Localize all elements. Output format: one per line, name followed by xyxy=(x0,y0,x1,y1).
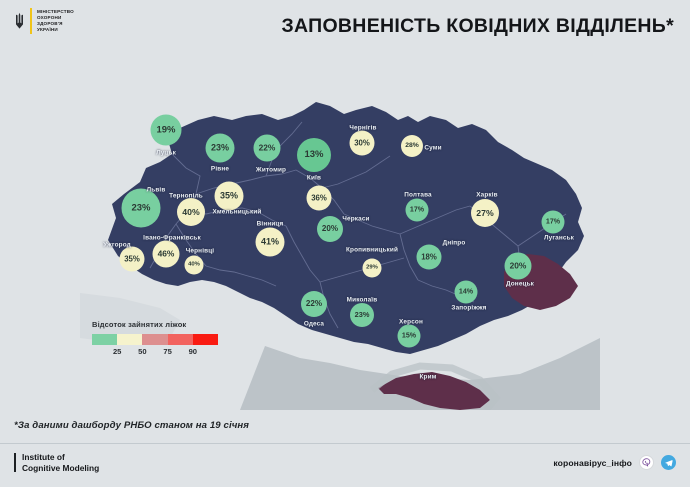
region-label-crimea: Крим xyxy=(419,373,437,381)
logo-accent-bar xyxy=(30,8,32,34)
region-label: Чернівці xyxy=(185,247,215,255)
brand-line-1: Institute of xyxy=(22,452,65,462)
legend-tick-25: 25 xyxy=(112,347,122,356)
region-label: Вінниця xyxy=(256,220,284,228)
legend-swatch-4 xyxy=(192,334,219,345)
region-bubble[interactable]: 19% xyxy=(150,114,182,146)
legend-tick-75: 75 xyxy=(163,347,172,356)
region-bubble[interactable]: 22% xyxy=(253,134,281,162)
region-label: Рівне xyxy=(210,165,230,173)
region-bubble[interactable]: 41% xyxy=(255,227,285,257)
region-label: Запоріжжя xyxy=(451,304,487,312)
legend-swatch-2 xyxy=(142,334,168,345)
social-handle: коронавірус_інфо xyxy=(553,457,632,468)
region-bubble[interactable]: 30% xyxy=(349,130,375,156)
footnote: *За даними дашборду РНБО станом на 19 сі… xyxy=(14,420,250,431)
region-label: Донецьк xyxy=(505,280,535,288)
region-bubble[interactable]: 36% xyxy=(306,185,332,211)
region-label: Полтава xyxy=(404,191,432,199)
logo-line-3: ЗДОРОВ'Я xyxy=(37,21,63,26)
legend-title: Відсоток зайнятих ліжок xyxy=(92,320,187,329)
footer-divider xyxy=(0,443,690,444)
region-label: Херсон xyxy=(399,318,423,326)
region-bubble[interactable]: 27% xyxy=(471,199,499,227)
sea-layer xyxy=(80,293,600,410)
logo-line-2: ОХОРОНИ xyxy=(37,14,62,20)
region-label: Харків xyxy=(476,191,498,199)
region-bubble[interactable]: 13% xyxy=(297,138,331,172)
social-links: коронавірус_інфо xyxy=(553,455,676,470)
ministry-logo: МІНІСТЕРСТВО ОХОРОНИ ЗДОРОВ'Я УКРАЇНИ xyxy=(14,8,74,34)
legend-tick-90: 90 xyxy=(188,347,198,356)
region-bubble[interactable]: 20% xyxy=(504,252,532,280)
ministry-logo-text: МІНІСТЕРСТВО ОХОРОНИ ЗДОРОВ'Я УКРАЇНИ xyxy=(37,8,74,34)
region-bubble[interactable]: 23% xyxy=(121,188,161,228)
crimea-area xyxy=(378,372,490,410)
region-label: Суми xyxy=(424,144,442,152)
region-label: Тернопіль xyxy=(169,192,203,200)
legend-ticks: 25 50 75 90 xyxy=(92,347,218,359)
region-label: Житомир xyxy=(255,166,287,174)
region-bubble[interactable]: 40% xyxy=(184,255,204,275)
region-label: Миколаїв xyxy=(346,296,378,304)
logo-line-1: МІНІСТЕРСТВО xyxy=(37,8,74,14)
region-bubble[interactable]: 18% xyxy=(416,244,442,270)
legend: Відсоток зайнятих ліжок 25 50 75 90 xyxy=(92,320,219,359)
region-bubble[interactable]: 23% xyxy=(350,303,374,327)
logo-line-4: УКРАЇНИ xyxy=(37,27,58,33)
region-label: Черкаси xyxy=(342,215,370,223)
region-bubble[interactable]: 35% xyxy=(119,246,145,272)
telegram-icon[interactable] xyxy=(661,455,676,470)
region-bubble[interactable]: 14% xyxy=(454,280,478,304)
region-bubble[interactable]: 17% xyxy=(405,198,429,222)
region-bubble[interactable]: 40% xyxy=(177,198,205,226)
region-label: Дніпро xyxy=(442,239,466,247)
legend-swatch-1 xyxy=(117,334,143,345)
ukraine-outline xyxy=(108,102,584,354)
ukraine-trident-emblem-icon xyxy=(14,8,25,34)
legend-swatch-0 xyxy=(92,334,118,345)
header: МІНІСТЕРСТВО ОХОРОНИ ЗДОРОВ'Я УКРАЇНИ ЗА… xyxy=(0,0,690,58)
region-bubble[interactable]: 46% xyxy=(152,240,180,268)
legend-gradient-bar xyxy=(92,334,219,345)
brand-accent-bar xyxy=(14,453,16,473)
region-label: Луганськ xyxy=(544,234,574,242)
region-label: Кропивницький xyxy=(345,246,399,254)
region-label: Хмельницький xyxy=(212,208,262,216)
region-label: Чернігів xyxy=(349,124,377,132)
ukraine-landmass xyxy=(108,102,584,354)
region-bubble[interactable]: 28% xyxy=(401,135,423,157)
ukraine-choropleth-map: 19% 23% 22% 23% 40% 35% 13% 36% 30% 28% 35% 46% 40% 4… xyxy=(0,58,690,410)
brand-line-2: Cognitive Modeling xyxy=(22,462,100,473)
region-label: Івано-Франківськ xyxy=(143,234,201,242)
region-bubble[interactable]: 17% xyxy=(541,210,565,234)
viber-icon[interactable] xyxy=(639,455,654,470)
legend-tick-50: 50 xyxy=(138,347,147,356)
region-label: Луцьк xyxy=(156,149,176,157)
region-bubble[interactable]: 29% xyxy=(362,258,382,278)
institute-brand: Institute of Cognitive Modeling xyxy=(14,452,99,474)
region-bubble[interactable]: 20% xyxy=(317,216,343,242)
region-label: Одеса xyxy=(303,320,325,328)
region-bubble[interactable]: 35% xyxy=(214,181,244,211)
region-bubble[interactable]: 15% xyxy=(397,324,421,348)
region-label: Київ xyxy=(306,174,322,182)
region-bubble[interactable]: 23% xyxy=(205,133,235,163)
region-label: Львів xyxy=(146,186,166,194)
brand-text: Institute of Cognitive Modeling xyxy=(22,452,99,474)
region-bubble[interactable]: 22% xyxy=(301,291,327,317)
region-label: Ужгород xyxy=(103,241,131,249)
crimea-sea-surround xyxy=(369,362,501,410)
page-title: ЗАПОВНЕНІСТЬ КОВІДНИХ ВІДДІЛЕНЬ* xyxy=(281,15,674,37)
legend-swatch-3 xyxy=(167,334,193,345)
